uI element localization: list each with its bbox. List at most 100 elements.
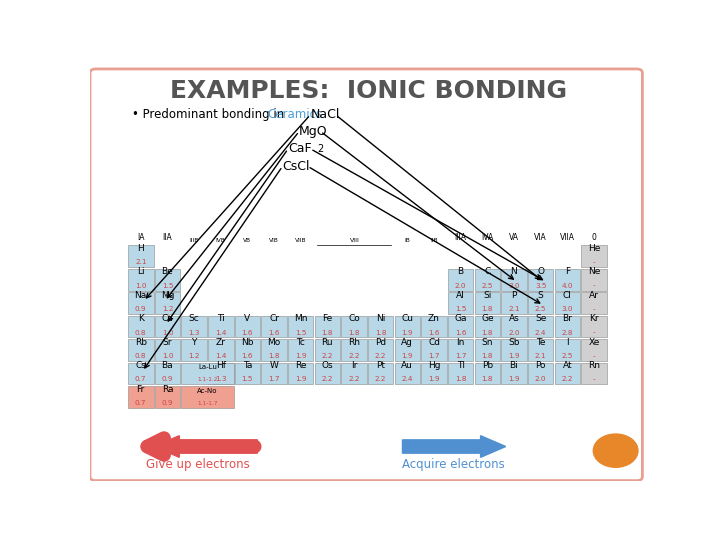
Text: I: I (566, 338, 569, 347)
Bar (581, 363, 607, 384)
Text: -: - (593, 353, 595, 359)
Text: H: H (138, 244, 144, 253)
Bar (128, 316, 153, 338)
Text: 1.0: 1.0 (162, 353, 173, 359)
Text: 1.8: 1.8 (482, 329, 493, 335)
Bar (395, 363, 420, 384)
Bar (528, 292, 554, 314)
Text: 2.2: 2.2 (375, 376, 387, 382)
Text: Se: Se (535, 314, 546, 323)
Text: At: At (562, 361, 572, 370)
Text: 0.7: 0.7 (135, 376, 146, 382)
Text: 1.8: 1.8 (375, 329, 387, 335)
Bar (315, 363, 340, 384)
Bar (261, 363, 287, 384)
Text: W: W (269, 361, 279, 370)
Text: Ar: Ar (589, 291, 599, 300)
Bar (448, 339, 474, 361)
Text: -: - (593, 376, 595, 382)
Bar (448, 292, 474, 314)
Text: 1.1-1.2: 1.1-1.2 (197, 377, 217, 382)
Text: 1.4: 1.4 (215, 329, 227, 335)
Text: 2.5: 2.5 (535, 306, 546, 312)
Text: VIII: VIII (350, 238, 359, 243)
Bar (155, 339, 180, 361)
Text: 1.6: 1.6 (455, 329, 467, 335)
Text: IVA: IVA (481, 233, 493, 242)
Text: S: S (538, 291, 544, 300)
Text: • Predominant bonding in: • Predominant bonding in (132, 109, 288, 122)
Text: 3.0: 3.0 (508, 282, 520, 288)
Text: MgO: MgO (300, 125, 328, 138)
Text: Ir: Ir (351, 361, 357, 370)
Text: Kr: Kr (589, 314, 599, 323)
Text: 1.2: 1.2 (162, 306, 173, 312)
Text: VIA: VIA (534, 233, 547, 242)
Text: Mo: Mo (267, 338, 281, 347)
Text: V: V (244, 314, 251, 323)
Text: F: F (564, 267, 570, 276)
Bar (315, 339, 340, 361)
FancyArrow shape (402, 436, 505, 457)
Text: 1.8: 1.8 (455, 376, 467, 382)
Text: Bi: Bi (510, 361, 518, 370)
Bar (581, 316, 607, 338)
Text: Tl: Tl (456, 361, 464, 370)
Bar (128, 386, 153, 408)
Text: -: - (593, 306, 595, 312)
Bar (474, 316, 500, 338)
Text: Re: Re (295, 361, 307, 370)
Bar (395, 339, 420, 361)
Text: VA: VA (509, 233, 519, 242)
Text: 1.9: 1.9 (295, 353, 307, 359)
Text: 2.1: 2.1 (508, 306, 520, 312)
Text: 1.9: 1.9 (508, 376, 520, 382)
Text: 1.8: 1.8 (348, 329, 360, 335)
Text: Ga: Ga (454, 314, 467, 323)
Text: Rh: Rh (348, 338, 360, 347)
Bar (395, 316, 420, 338)
Text: 1.6: 1.6 (428, 329, 440, 335)
Bar (474, 269, 500, 291)
Bar (128, 269, 153, 291)
Text: Ba: Ba (161, 361, 174, 370)
Text: Hf: Hf (216, 361, 226, 370)
Text: K: K (138, 314, 144, 323)
Text: 2.2: 2.2 (348, 376, 360, 382)
Text: Ge: Ge (481, 314, 494, 323)
Text: NaCl: NaCl (310, 108, 340, 121)
Text: 1.0: 1.0 (162, 329, 173, 335)
Text: IIB: IIB (431, 238, 438, 243)
Bar (581, 246, 607, 267)
Text: Po: Po (536, 361, 546, 370)
Bar (554, 363, 580, 384)
Bar (474, 363, 500, 384)
Bar (528, 316, 554, 338)
Bar (235, 339, 260, 361)
Text: EXAMPLES:  IONIC BONDING: EXAMPLES: IONIC BONDING (171, 79, 567, 103)
Bar (261, 339, 287, 361)
Bar (554, 316, 580, 338)
FancyBboxPatch shape (90, 69, 642, 481)
Bar (155, 269, 180, 291)
Bar (501, 339, 527, 361)
Text: 1.8: 1.8 (482, 353, 493, 359)
Text: IVB: IVB (216, 238, 225, 243)
Bar (155, 316, 180, 338)
Bar (261, 316, 287, 338)
Bar (128, 339, 153, 361)
Text: IB: IB (405, 238, 410, 243)
Text: Ne: Ne (588, 267, 600, 276)
Bar (448, 363, 474, 384)
Text: 1.8: 1.8 (482, 306, 493, 312)
Text: Give up electrons: Give up electrons (145, 458, 250, 471)
Text: Mg: Mg (161, 291, 174, 300)
Text: Xe: Xe (588, 338, 600, 347)
Text: Tc: Tc (296, 338, 305, 347)
Text: Pd: Pd (375, 338, 386, 347)
Text: Zn: Zn (428, 314, 440, 323)
Text: Sc: Sc (189, 314, 199, 323)
Text: 1.7: 1.7 (455, 353, 467, 359)
Bar (341, 363, 366, 384)
Text: Cr: Cr (269, 314, 279, 323)
